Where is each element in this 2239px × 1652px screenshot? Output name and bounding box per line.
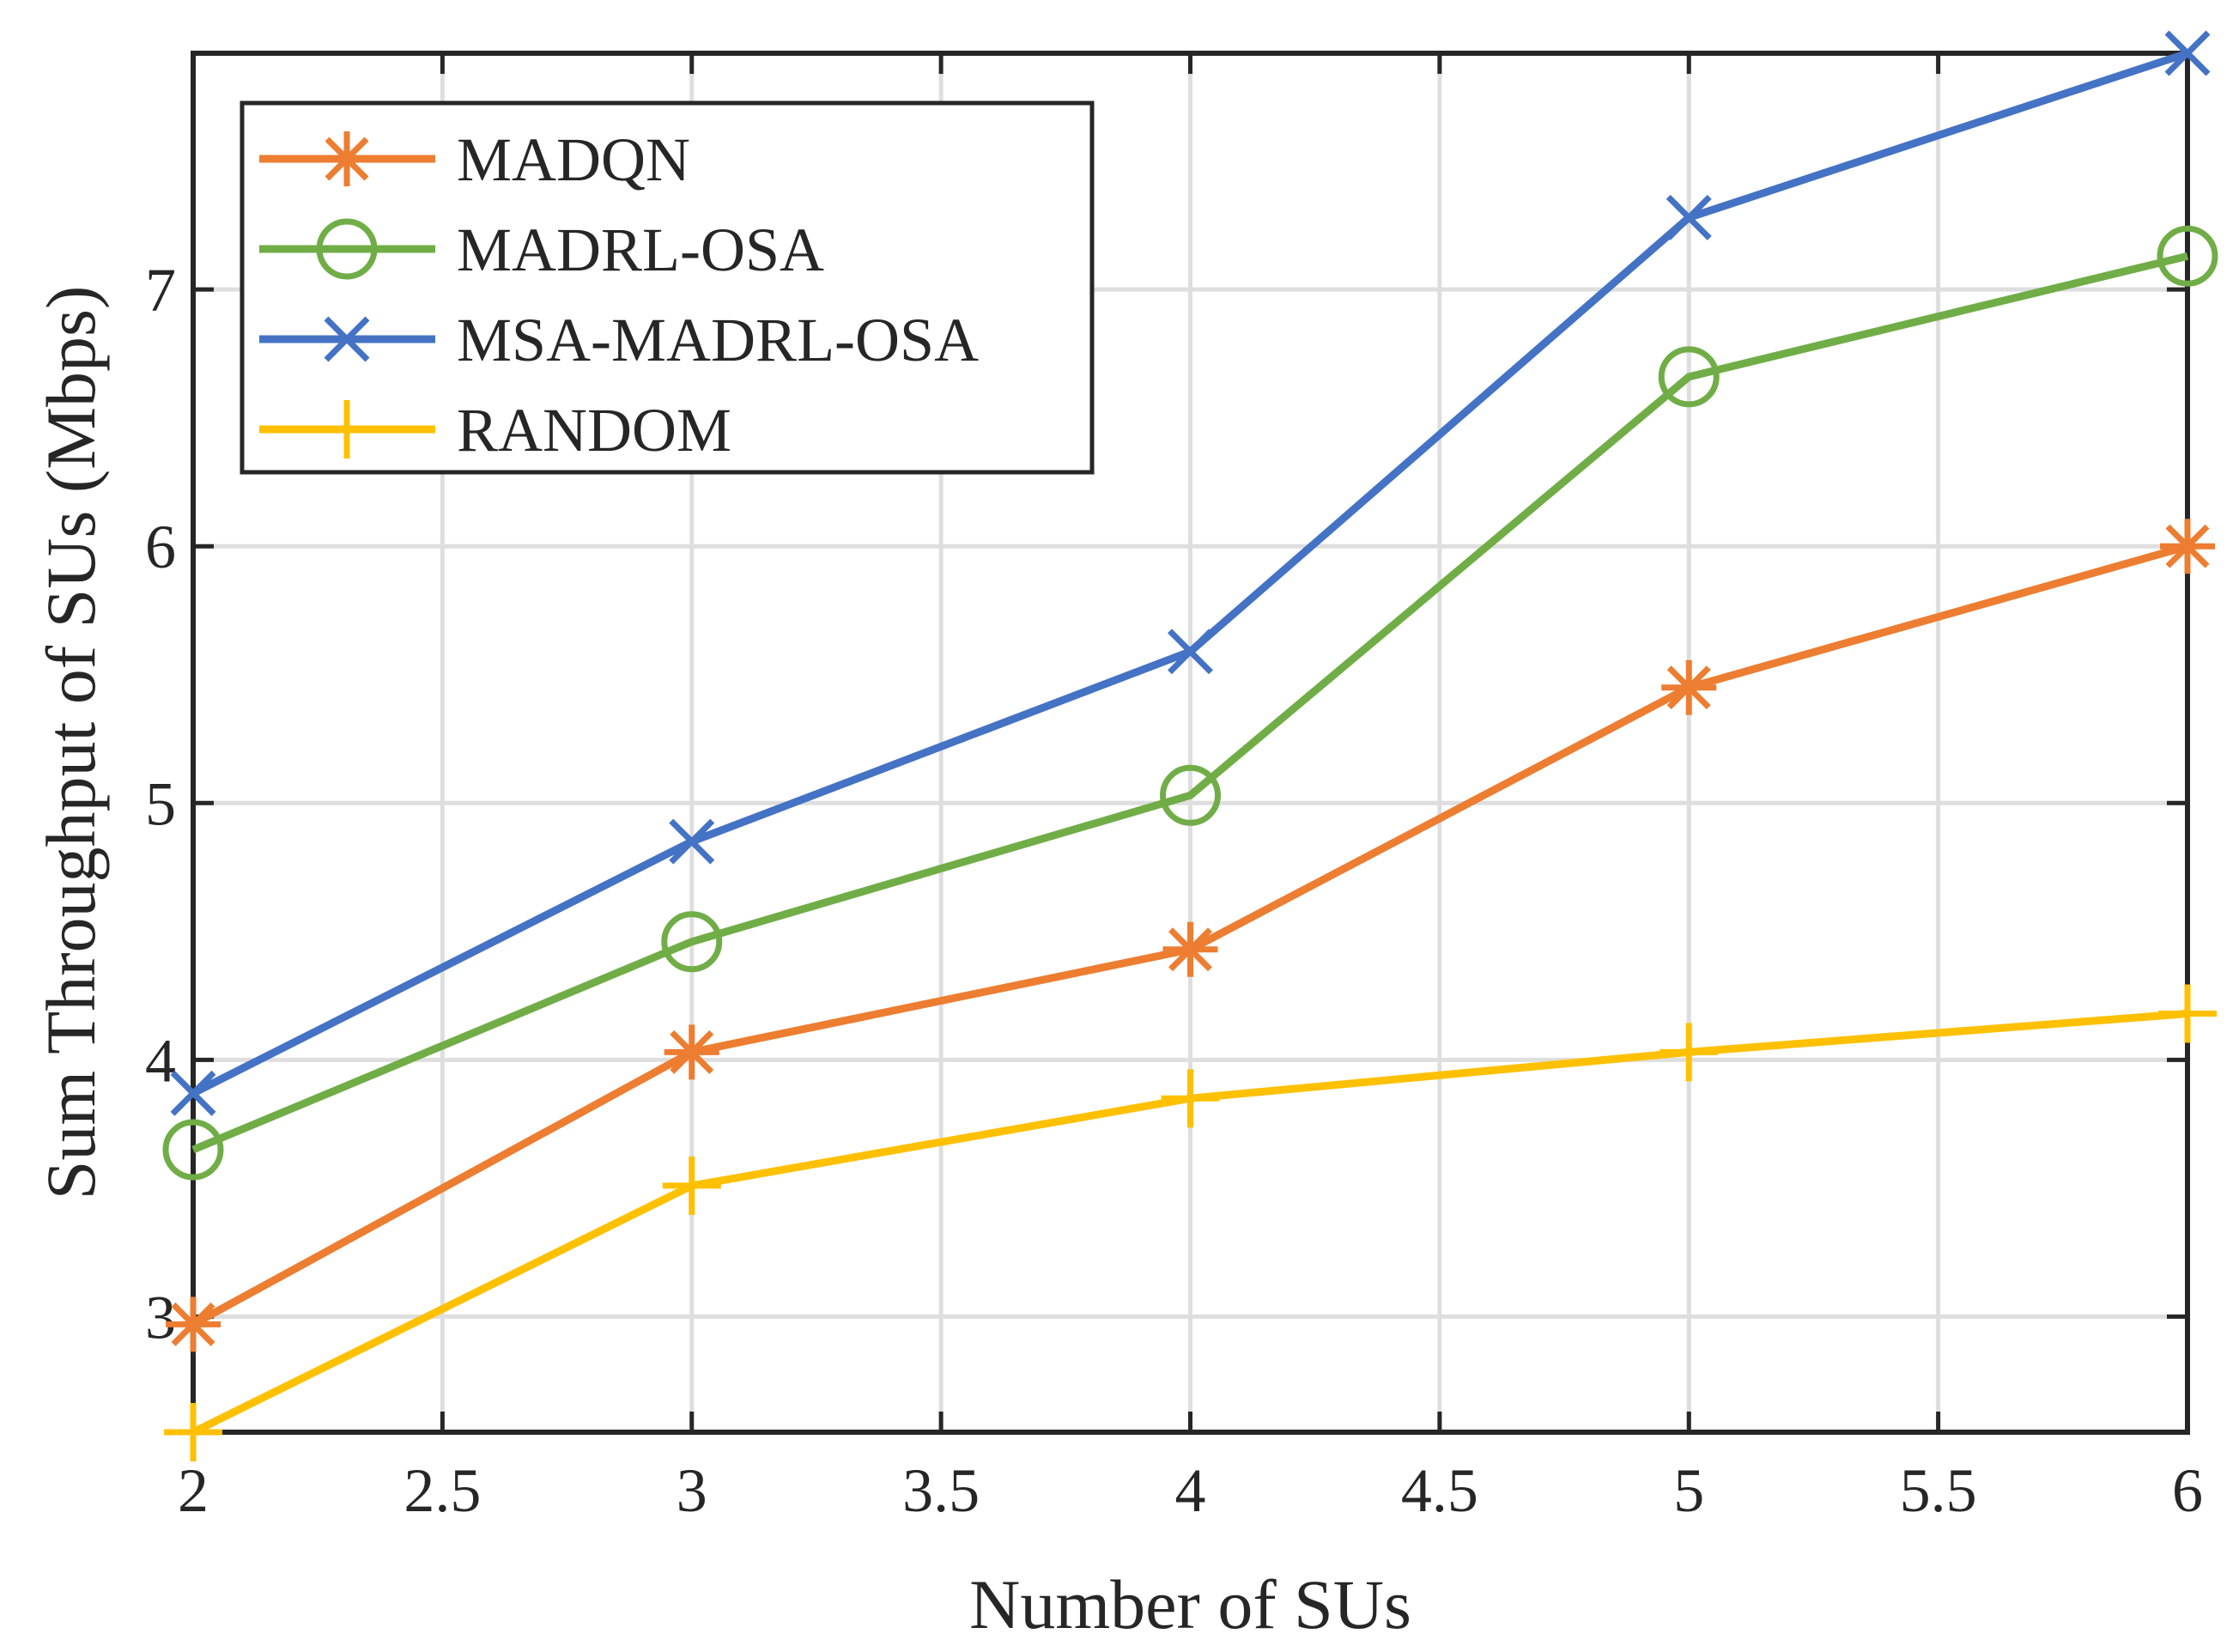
y-tick-label: 6 bbox=[145, 513, 176, 581]
data-point-marker bbox=[166, 1297, 221, 1352]
data-point-marker bbox=[669, 818, 715, 865]
x-tick-label: 2.5 bbox=[404, 1456, 481, 1525]
legend-marker bbox=[324, 316, 370, 362]
x-tick-label: 2 bbox=[178, 1456, 209, 1525]
plot-frame bbox=[191, 51, 2190, 1435]
legend-item: MSA-MADRL-OSA bbox=[259, 306, 979, 374]
x-axis-label: Number of SUs bbox=[969, 1565, 1411, 1643]
legend-marker bbox=[318, 400, 376, 459]
y-tick-label: 7 bbox=[145, 256, 176, 325]
data-point-marker bbox=[1161, 1069, 1220, 1128]
x-tick-label: 4 bbox=[1175, 1456, 1206, 1525]
legend-label: MADRL-OSA bbox=[457, 216, 824, 284]
x-tick-label: 3 bbox=[677, 1456, 707, 1525]
legend: MADQN MADRL-OSA MSA-MADRL-OSA RANDOM bbox=[240, 100, 1095, 475]
data-point-marker bbox=[661, 911, 723, 973]
data-point-marker bbox=[1160, 764, 1221, 826]
data-point-marker bbox=[2160, 519, 2215, 574]
y-axis-label: Sum Throughput of SUs (Mbps) bbox=[32, 286, 110, 1200]
x-tick-label: 3.5 bbox=[902, 1456, 980, 1525]
series-line bbox=[191, 252, 2189, 1154]
data-point-marker bbox=[1168, 629, 1213, 675]
series-0 bbox=[166, 519, 2215, 1352]
legend-marker bbox=[319, 131, 374, 186]
y-tick-label: 5 bbox=[145, 769, 176, 838]
data-point-marker bbox=[664, 1024, 719, 1080]
x-tick-label: 6 bbox=[2172, 1456, 2203, 1525]
legend-marker bbox=[316, 218, 378, 280]
series-3 bbox=[164, 984, 2217, 1461]
data-point-marker bbox=[2157, 225, 2218, 287]
data-point-marker bbox=[1162, 921, 1218, 977]
series-1 bbox=[162, 225, 2218, 1181]
data-point-marker bbox=[170, 1070, 216, 1116]
data-point-marker bbox=[164, 1403, 222, 1461]
data-point-marker bbox=[1661, 659, 1717, 715]
legend-label: MADQN bbox=[457, 125, 690, 194]
data-point-marker bbox=[662, 1156, 721, 1215]
series-2 bbox=[170, 30, 2211, 1116]
data-point-marker bbox=[162, 1119, 224, 1181]
legend-item: MADQN bbox=[259, 125, 690, 194]
legend-item: RANDOM bbox=[259, 396, 731, 465]
y-tick-label: 4 bbox=[145, 1026, 176, 1095]
legend-label: RANDOM bbox=[457, 396, 731, 465]
legend-box bbox=[240, 100, 1095, 475]
x-tick-label: 5.5 bbox=[1900, 1456, 1977, 1525]
x-tick-label: 4.5 bbox=[1401, 1456, 1478, 1525]
y-tick-label: 3 bbox=[145, 1283, 176, 1351]
data-point-marker bbox=[1660, 1023, 1719, 1082]
data-point-marker bbox=[1666, 194, 1712, 240]
data-point-marker bbox=[2158, 984, 2217, 1043]
axes: 2 2.5 3 3.5 4 4.5 5 5.5 6 3 4 5 6 7 bbox=[145, 51, 2203, 1525]
series-layer bbox=[162, 30, 2218, 1461]
data-point-marker bbox=[2164, 30, 2211, 76]
legend-label: MSA-MADRL-OSA bbox=[457, 306, 979, 374]
legend-item: MADRL-OSA bbox=[259, 216, 824, 284]
x-tick-label: 5 bbox=[1673, 1456, 1704, 1525]
data-point-marker bbox=[1658, 346, 1720, 408]
